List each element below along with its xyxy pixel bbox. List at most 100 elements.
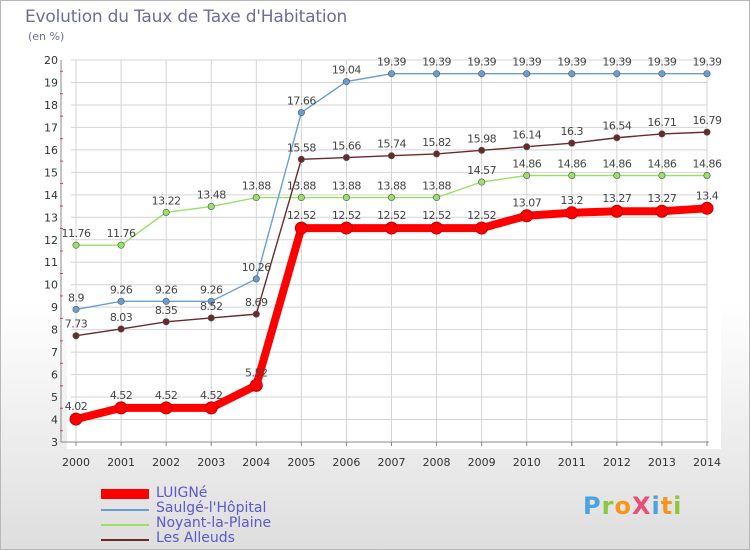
data-point bbox=[342, 78, 350, 86]
x-tick-label: 2000 bbox=[62, 456, 90, 469]
data-label: 15.82 bbox=[422, 136, 451, 149]
x-tick-label: 2002 bbox=[152, 456, 180, 469]
data-label: 4.02 bbox=[65, 400, 88, 413]
data-point bbox=[72, 241, 80, 249]
data-label: 15.58 bbox=[287, 141, 316, 154]
data-label: 4.52 bbox=[110, 389, 133, 402]
data-point bbox=[565, 206, 579, 220]
data-point bbox=[610, 204, 624, 218]
y-tick-label: 5 bbox=[51, 391, 58, 404]
data-label: 11.76 bbox=[107, 227, 136, 240]
data-point bbox=[520, 209, 534, 223]
logo-letter: P bbox=[583, 492, 602, 520]
data-point bbox=[658, 70, 666, 78]
data-label: 19.39 bbox=[422, 56, 451, 69]
data-point bbox=[162, 297, 170, 305]
data-label: 19.39 bbox=[647, 56, 676, 69]
data-point bbox=[207, 297, 215, 305]
data-point bbox=[297, 155, 305, 163]
legend-swatch bbox=[101, 539, 149, 541]
data-point bbox=[523, 70, 531, 78]
data-label: 13.88 bbox=[422, 180, 451, 193]
data-label: 13.27 bbox=[647, 192, 676, 205]
data-point bbox=[297, 109, 305, 117]
data-label: 4.52 bbox=[155, 389, 178, 402]
y-tick-label: 12 bbox=[44, 234, 58, 247]
data-label: 10.26 bbox=[242, 261, 271, 274]
data-label: 12.52 bbox=[287, 209, 316, 222]
y-tick-label: 13 bbox=[44, 211, 58, 224]
data-label: 9.26 bbox=[200, 283, 223, 296]
data-label: 8.03 bbox=[110, 311, 133, 324]
data-point bbox=[294, 221, 308, 235]
y-tick-label: 4 bbox=[51, 414, 58, 427]
data-label: 16.14 bbox=[512, 129, 541, 142]
data-point bbox=[430, 221, 444, 235]
data-point bbox=[117, 325, 125, 333]
data-label: 4.52 bbox=[200, 389, 223, 402]
data-label: 5.52 bbox=[245, 366, 268, 379]
data-point bbox=[117, 241, 125, 249]
data-label: 8.9 bbox=[68, 291, 84, 304]
data-point bbox=[114, 401, 128, 415]
data-point bbox=[478, 146, 486, 154]
data-point bbox=[117, 297, 125, 305]
data-point bbox=[72, 305, 80, 313]
y-tick-label: 16 bbox=[44, 144, 58, 157]
data-label: 13.88 bbox=[332, 180, 361, 193]
data-point bbox=[703, 128, 711, 136]
data-label: 12.52 bbox=[377, 209, 406, 222]
y-tick-label: 18 bbox=[44, 99, 58, 112]
data-point bbox=[568, 139, 576, 147]
data-point bbox=[703, 171, 711, 179]
x-tick-label: 2003 bbox=[197, 456, 225, 469]
data-point bbox=[204, 401, 218, 415]
data-label: 8.52 bbox=[200, 300, 223, 313]
data-point bbox=[613, 171, 621, 179]
data-label: 19.39 bbox=[467, 56, 496, 69]
x-tick-label: 2009 bbox=[468, 456, 496, 469]
data-label: 13.88 bbox=[377, 180, 406, 193]
x-tick-label: 2010 bbox=[513, 456, 541, 469]
data-label: 14.86 bbox=[647, 157, 676, 170]
data-label: 14.86 bbox=[693, 157, 722, 170]
logo-letter: i bbox=[651, 492, 661, 520]
y-tick-label: 17 bbox=[44, 121, 58, 134]
data-label: 8.35 bbox=[155, 304, 178, 317]
data-label: 16.79 bbox=[693, 114, 722, 127]
data-point bbox=[387, 152, 395, 160]
data-point bbox=[162, 318, 170, 326]
data-label: 11.76 bbox=[62, 227, 91, 240]
legend-swatch bbox=[101, 509, 149, 511]
data-label: 8.69 bbox=[245, 296, 268, 309]
data-point bbox=[387, 194, 395, 202]
data-label: 13.27 bbox=[602, 192, 631, 205]
y-tick-label: 11 bbox=[44, 256, 58, 269]
data-point bbox=[700, 201, 714, 215]
data-label: 13.22 bbox=[152, 194, 181, 207]
data-label: 15.74 bbox=[377, 138, 406, 151]
data-label: 19.39 bbox=[377, 56, 406, 69]
legend-label: Saulgé-l'Hôpital bbox=[156, 500, 267, 516]
data-label: 13.2 bbox=[561, 194, 584, 207]
legend-label: Noyant-la-Plaine bbox=[156, 515, 272, 531]
y-tick-label: 19 bbox=[44, 76, 58, 89]
y-tick-label: 10 bbox=[44, 279, 58, 292]
data-label: 14.86 bbox=[512, 157, 541, 170]
data-point bbox=[69, 412, 83, 426]
data-point bbox=[613, 70, 621, 78]
data-point bbox=[613, 134, 621, 142]
data-label: 16.3 bbox=[561, 125, 584, 138]
legend-label: Les Alleuds bbox=[156, 530, 235, 546]
data-point bbox=[523, 171, 531, 179]
data-label: 14.57 bbox=[467, 164, 496, 177]
data-label: 19.39 bbox=[602, 56, 631, 69]
data-label: 19.39 bbox=[557, 56, 586, 69]
data-point bbox=[523, 143, 531, 151]
legend-label: LUIGNé bbox=[156, 485, 208, 501]
data-point bbox=[252, 310, 260, 318]
data-label: 12.52 bbox=[467, 209, 496, 222]
data-label: 15.66 bbox=[332, 140, 361, 153]
data-point bbox=[478, 70, 486, 78]
